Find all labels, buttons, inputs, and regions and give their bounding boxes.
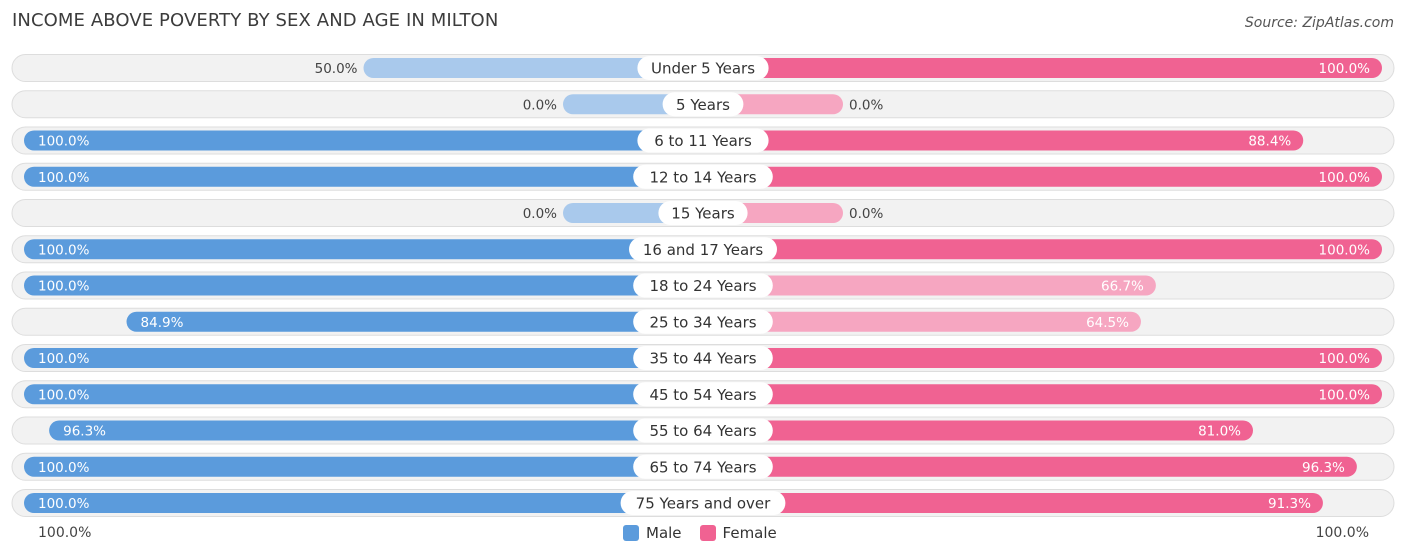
axis-left-label: 100.0% bbox=[38, 525, 92, 541]
bar-male bbox=[24, 275, 703, 296]
value-label-male: 100.0% bbox=[38, 351, 90, 367]
category-label: 75 Years and over bbox=[636, 495, 771, 513]
category-label: 5 Years bbox=[676, 96, 730, 114]
category-label: 65 to 74 Years bbox=[649, 458, 756, 476]
chart-title: INCOME ABOVE POVERTY BY SEX AND AGE IN M… bbox=[12, 10, 499, 31]
value-label-male: 0.0% bbox=[523, 97, 557, 113]
value-label-male: 50.0% bbox=[315, 61, 358, 77]
bar-male bbox=[126, 311, 704, 332]
bar-female bbox=[703, 420, 1253, 441]
value-label-female: 91.3% bbox=[1268, 496, 1311, 512]
value-label-female: 100.0% bbox=[1319, 242, 1371, 258]
value-label-female: 100.0% bbox=[1319, 170, 1371, 186]
bar-female bbox=[703, 275, 1156, 296]
bar-female bbox=[703, 384, 1382, 405]
bar-male bbox=[24, 239, 703, 260]
legend-swatch-male bbox=[623, 525, 639, 541]
value-label-male: 84.9% bbox=[141, 315, 184, 331]
category-label-bg bbox=[633, 309, 773, 334]
bar-male bbox=[24, 166, 703, 187]
value-label-female: 100.0% bbox=[1319, 387, 1371, 403]
bar-female bbox=[703, 239, 1382, 260]
axis-right-label: 100.0% bbox=[1315, 525, 1369, 541]
category-label-bg bbox=[637, 128, 769, 153]
value-label-male: 100.0% bbox=[38, 496, 90, 512]
value-label-male: 100.0% bbox=[38, 170, 90, 186]
category-label-bg bbox=[633, 454, 773, 479]
category-label: Under 5 Years bbox=[651, 60, 755, 78]
category-label: 45 to 54 Years bbox=[649, 386, 756, 404]
category-label-bg bbox=[620, 491, 786, 515]
bar-male bbox=[49, 420, 704, 441]
category-label: 55 to 64 Years bbox=[649, 422, 756, 440]
source-label: Source: ZipAtlas.com bbox=[1244, 15, 1394, 31]
legend-swatch-female bbox=[699, 525, 716, 541]
value-label-female: 88.4% bbox=[1248, 134, 1291, 150]
chart-plot: Under 5 Years 50.0% 100.0% 5 Years 0.0% 0.0% 6… bbox=[11, 54, 1395, 517]
value-label-male: 100.0% bbox=[38, 279, 90, 295]
bar-female bbox=[703, 311, 1141, 332]
category-label-bg bbox=[633, 418, 773, 443]
legend-item-female: Female bbox=[699, 524, 777, 542]
bar-female bbox=[703, 58, 1382, 78]
value-label-female: 0.0% bbox=[849, 206, 883, 222]
bar-female bbox=[703, 493, 1323, 513]
legend-item-male: Male bbox=[623, 524, 682, 542]
category-label: 12 to 14 Years bbox=[649, 168, 756, 186]
category-label: 35 to 44 Years bbox=[649, 350, 756, 368]
bar-male bbox=[24, 384, 703, 405]
bar-male bbox=[24, 493, 703, 513]
legend-label-male: Male bbox=[646, 524, 682, 542]
value-label-male: 100.0% bbox=[38, 242, 90, 258]
value-label-female: 66.7% bbox=[1101, 279, 1144, 295]
bar-male bbox=[363, 58, 703, 78]
category-label-bg bbox=[658, 201, 748, 225]
category-label: 16 and 17 Years bbox=[643, 241, 763, 259]
bar-male bbox=[24, 130, 703, 151]
category-label-bg bbox=[633, 273, 773, 298]
category-label-bg bbox=[633, 346, 773, 370]
category-label-bg bbox=[662, 92, 744, 117]
value-label-female: 100.0% bbox=[1319, 61, 1371, 77]
category-label-bg bbox=[633, 382, 773, 407]
value-label-female: 64.5% bbox=[1086, 315, 1129, 331]
value-label-male: 96.3% bbox=[63, 424, 106, 440]
category-label: 6 to 11 Years bbox=[654, 132, 752, 150]
category-label: 25 to 34 Years bbox=[649, 313, 756, 331]
bar-female bbox=[703, 348, 1382, 368]
category-label-bg bbox=[637, 56, 769, 80]
category-label: 18 to 24 Years bbox=[649, 277, 756, 295]
value-label-female: 96.3% bbox=[1302, 460, 1345, 476]
value-label-female: 81.0% bbox=[1198, 424, 1241, 440]
category-label-bg bbox=[633, 164, 773, 189]
value-label-female: 0.0% bbox=[849, 97, 883, 113]
bar-female bbox=[703, 456, 1357, 477]
value-label-male: 100.0% bbox=[38, 387, 90, 403]
category-label-bg bbox=[629, 237, 777, 262]
legend: Male Female bbox=[623, 524, 795, 542]
bar-male bbox=[24, 348, 703, 368]
bar-male bbox=[24, 456, 703, 477]
value-label-male: 0.0% bbox=[523, 206, 557, 222]
legend-label-female: Female bbox=[722, 524, 777, 542]
category-label: 15 Years bbox=[671, 205, 735, 223]
value-label-male: 100.0% bbox=[38, 460, 90, 476]
bar-female bbox=[703, 166, 1382, 187]
value-label-female: 100.0% bbox=[1319, 351, 1371, 367]
value-label-male: 100.0% bbox=[38, 134, 90, 150]
bar-female bbox=[703, 130, 1304, 151]
